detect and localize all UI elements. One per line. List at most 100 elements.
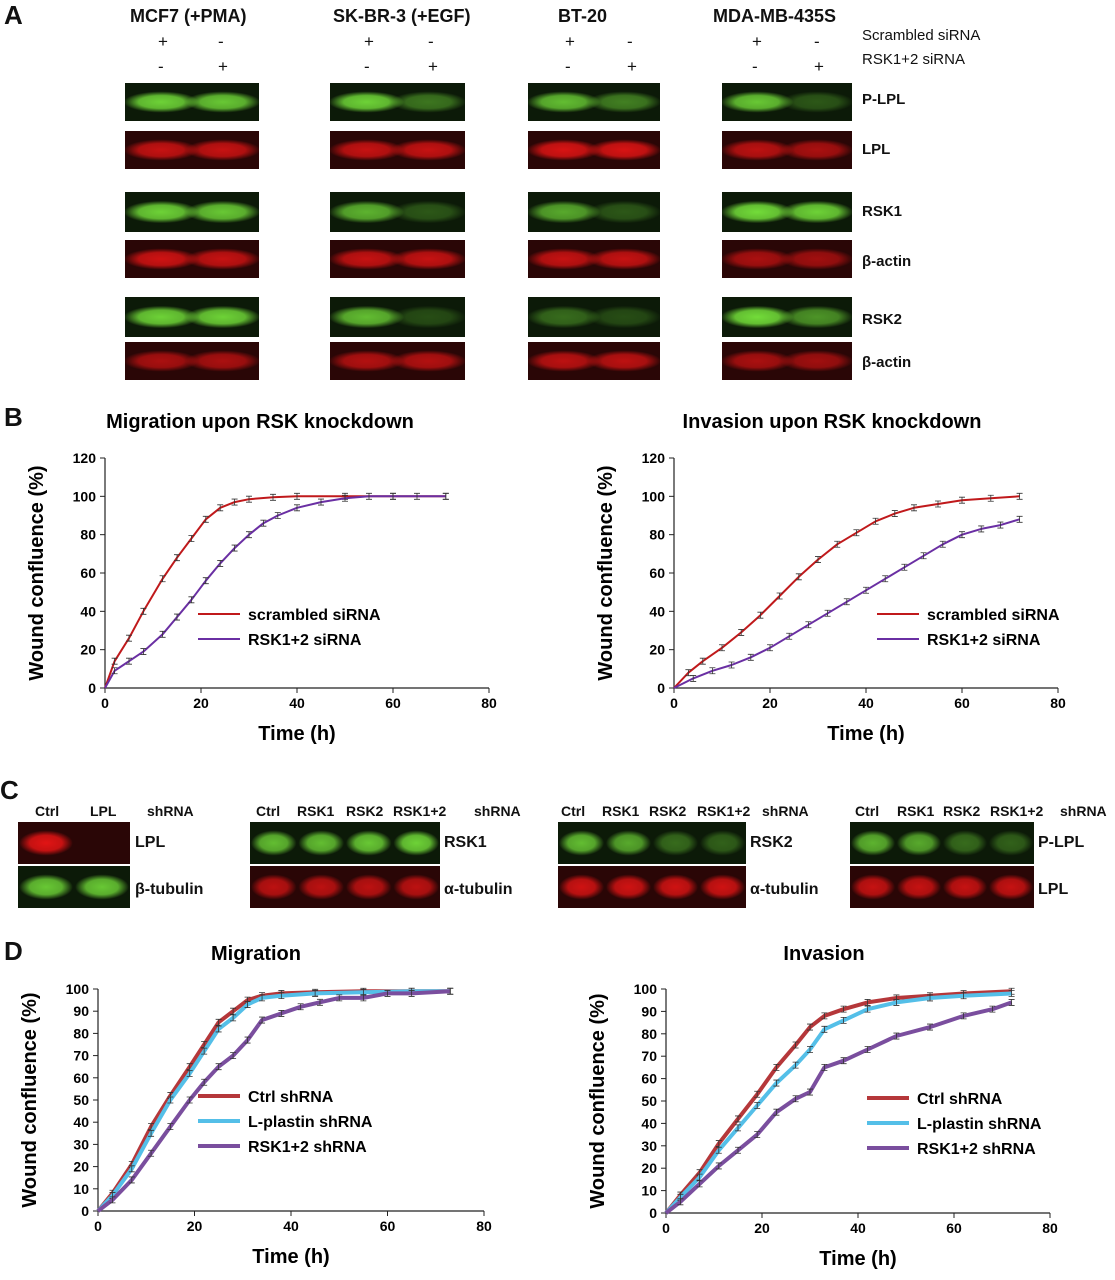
y-axis-label: Wound confluence (%): [19, 992, 41, 1207]
blot-rsk2-group-3: [722, 297, 852, 337]
error-bar: [978, 525, 985, 533]
y-axis-label: Wound confluence (%): [595, 465, 617, 680]
error-bar: [719, 644, 725, 652]
error-bar: [447, 987, 454, 995]
error-bar: [318, 498, 324, 506]
error-bar: [231, 498, 238, 506]
chart-invasion-rsk-knockdown: Invasion upon RSK knockdown 0 20 40 60 80 0 20 4…: [595, 411, 1066, 745]
error-bar: [795, 573, 802, 581]
y-tick-label: 10: [641, 1183, 657, 1199]
blot-label-bactin-1: β-actin: [862, 253, 912, 270]
x-tick-label: 60: [954, 695, 970, 711]
blot-label-c-g0-bottom: β-tubulin: [135, 881, 204, 898]
x-tick-label: 80: [1042, 1220, 1058, 1236]
error-bar: [840, 1016, 847, 1024]
x-tick-label: 20: [187, 1218, 203, 1234]
error-bar: [217, 504, 224, 512]
error-bar: [167, 1123, 174, 1131]
y-tick-label: 70: [641, 1048, 657, 1064]
y-tick-label: 20: [641, 1160, 657, 1176]
lane-label-g0-0: Ctrl: [35, 803, 60, 819]
blot-lpl-group-2: [528, 131, 660, 169]
error-bar: [792, 1061, 799, 1069]
error-bar: [260, 519, 267, 527]
error-bar: [959, 496, 965, 504]
blot-plpl-group-1: [330, 83, 465, 121]
error-bar: [893, 1032, 900, 1040]
error-bar: [677, 1198, 684, 1206]
sign-rsk12-g0-l1: +: [218, 57, 228, 76]
y-tick-label: 100: [66, 981, 90, 997]
error-bar: [757, 611, 764, 619]
error-bar: [773, 1079, 780, 1087]
error-bar: [259, 1016, 266, 1024]
error-bar: [126, 634, 132, 642]
error-bar: [442, 492, 449, 500]
lane-label-g2-2: RSK2: [649, 803, 687, 819]
error-bar: [244, 1001, 251, 1008]
error-bar: [792, 1095, 799, 1103]
error-bar: [690, 675, 697, 682]
error-bar: [1016, 515, 1023, 523]
y-tick-label: 50: [641, 1093, 657, 1109]
error-bar: [126, 657, 132, 665]
blot-rsk1-group-2: [528, 192, 660, 232]
y-tick-label: 90: [73, 1003, 89, 1019]
blot-label-lpl: LPL: [862, 141, 891, 158]
error-bar: [792, 1041, 799, 1049]
legend-label-0: scrambled siRNA: [927, 607, 1060, 624]
error-bar: [754, 1102, 761, 1109]
series-line-0: [104, 495, 446, 689]
treatment-label-scrambled: Scrambled siRNA: [862, 27, 981, 44]
x-tick-label: 0: [670, 695, 678, 711]
error-bar: [246, 495, 252, 503]
blot-bactin2-group-3: [722, 342, 852, 380]
error-bar: [148, 1129, 155, 1137]
panel-letter-d: D: [4, 936, 23, 966]
chart-invasion-shrna: Invasion 0 20 40 60 80 0 10 20 30 40 50 60 70 80 90 100 T…: [587, 943, 1058, 1270]
chart-migration-shrna: Migration 0 20 40 60 80 0 10 20 30 40 50 60 70 80 90 100…: [19, 943, 492, 1268]
error-bar: [408, 990, 415, 997]
error-bar: [111, 667, 118, 675]
lane-label-g1-3: RSK1+2: [393, 803, 447, 819]
lane-label-g0-1: LPL: [90, 803, 117, 819]
error-bar: [807, 1088, 813, 1096]
x-tick-label: 60: [380, 1218, 396, 1234]
x-tick-label: 80: [1050, 695, 1066, 711]
y-tick-label: 70: [73, 1048, 89, 1064]
x-tick-label: 20: [193, 695, 209, 711]
y-tick-label: 100: [642, 488, 666, 504]
x-tick-label: 40: [858, 695, 874, 711]
error-bar: [111, 657, 118, 665]
error-bar: [728, 661, 735, 669]
sign-rsk12-g3-l0: -: [752, 57, 758, 76]
legend-label-0: Ctrl shRNA: [248, 1089, 334, 1106]
blot-label-rsk1: RSK1: [862, 203, 903, 220]
error-bar: [278, 992, 285, 1000]
sign-rsk12-g0-l0: -: [158, 57, 164, 76]
error-bar: [960, 992, 967, 1000]
lane-label-g2-3: RSK1+2: [697, 803, 751, 819]
error-bar: [997, 521, 1004, 529]
blot-plpl-group-2: [528, 83, 660, 121]
blot-c-group-3-top: [850, 822, 1034, 864]
y-tick-label: 80: [641, 1026, 657, 1042]
error-bar: [390, 492, 396, 500]
blot-c-group-1-top: [250, 822, 440, 864]
y-tick-label: 30: [641, 1138, 657, 1154]
y-axis-label: Wound confluence (%): [26, 465, 48, 680]
y-tick-label: 20: [80, 642, 96, 658]
sign-rsk12-g1-l0: -: [364, 57, 370, 76]
x-tick-label: 60: [946, 1220, 962, 1236]
blot-rsk2-group-2: [528, 297, 660, 337]
error-bar: [384, 990, 391, 997]
error-bar: [270, 493, 276, 501]
error-bar: [294, 504, 300, 512]
legend-label-2: RSK1+2 shRNA: [917, 1141, 1036, 1158]
lane-label-g3-0: Ctrl: [855, 803, 880, 819]
error-bar: [699, 657, 706, 665]
y-tick-label: 60: [649, 565, 665, 581]
error-bar: [891, 510, 898, 517]
y-tick-label: 80: [80, 527, 96, 543]
y-tick-label: 120: [73, 450, 97, 466]
